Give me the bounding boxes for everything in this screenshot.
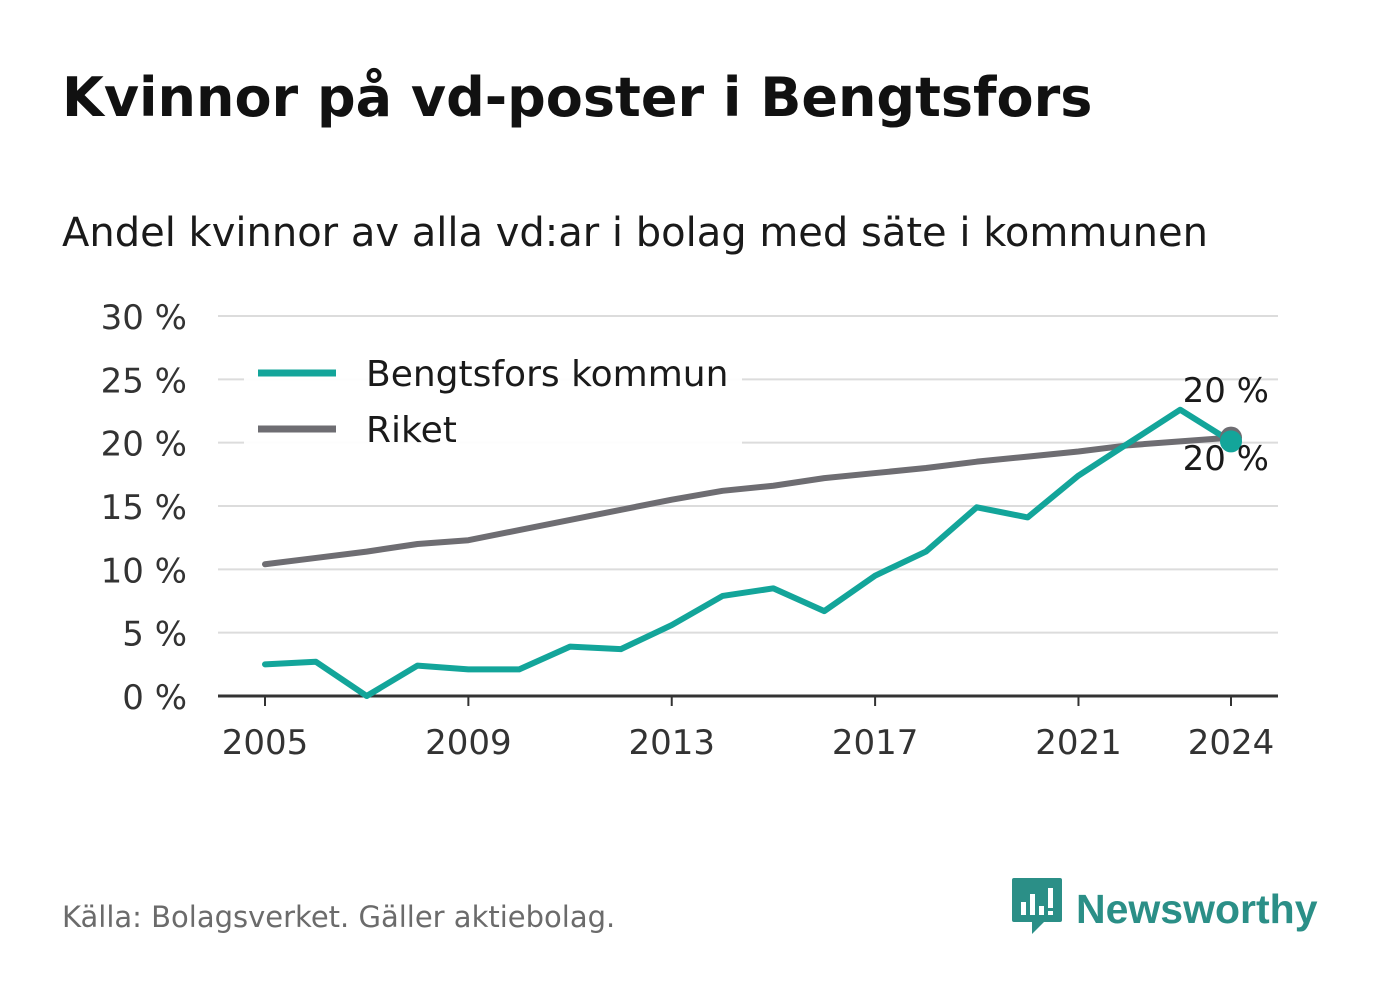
y-tick-label: 0 %	[122, 678, 187, 718]
legend-label: Bengtsfors kommun	[366, 354, 728, 395]
legend-label: Riket	[366, 410, 457, 451]
end-label-bengtsfors: 20 %	[1183, 439, 1269, 479]
series-lines	[262, 406, 1242, 699]
y-tick-label: 20 %	[101, 425, 187, 465]
x-tick-label: 2013	[628, 723, 715, 763]
brand-logo[interactable]: Newsworthy	[1010, 878, 1318, 940]
series-endpoint-bengtsfors	[1220, 430, 1242, 453]
x-tick-label: 2024	[1188, 723, 1275, 763]
brand-name: Newsworthy	[1076, 885, 1318, 932]
y-tick-label: 5 %	[122, 615, 187, 655]
series-line-riket	[262, 434, 1234, 568]
end-label-riket: 20 %	[1183, 371, 1269, 411]
end-labels: 20 % 20 %	[1183, 371, 1269, 479]
source-note: Källa: Bolagsverket. Gäller aktiebolag.	[62, 900, 616, 934]
series-line-bengtsfors	[262, 406, 1234, 699]
chart-subtitle: Andel kvinnor av alla vd:ar i bolag med …	[62, 210, 1208, 256]
y-tick-label: 15 %	[101, 488, 187, 528]
y-tick-label: 10 %	[101, 551, 187, 591]
x-tick-label: 2005	[222, 723, 309, 763]
y-tick-label: 30 %	[101, 298, 187, 338]
x-axis-tick-labels: 2005 2009 2013 2017 2021 2024	[222, 696, 1275, 763]
x-tick-label: 2017	[832, 723, 919, 763]
legend: Bengtsfors kommun Riket	[244, 346, 742, 451]
newsworthy-logo-icon	[1010, 876, 1064, 942]
x-tick-label: 2021	[1035, 723, 1122, 763]
x-tick-label: 2009	[425, 723, 512, 763]
chart-title: Kvinnor på vd-poster i Bengtsfors	[62, 66, 1093, 129]
y-tick-label: 25 %	[101, 361, 187, 401]
y-axis-tick-labels: 0 % 5 % 10 % 15 % 20 % 25 % 30 %	[101, 298, 187, 718]
